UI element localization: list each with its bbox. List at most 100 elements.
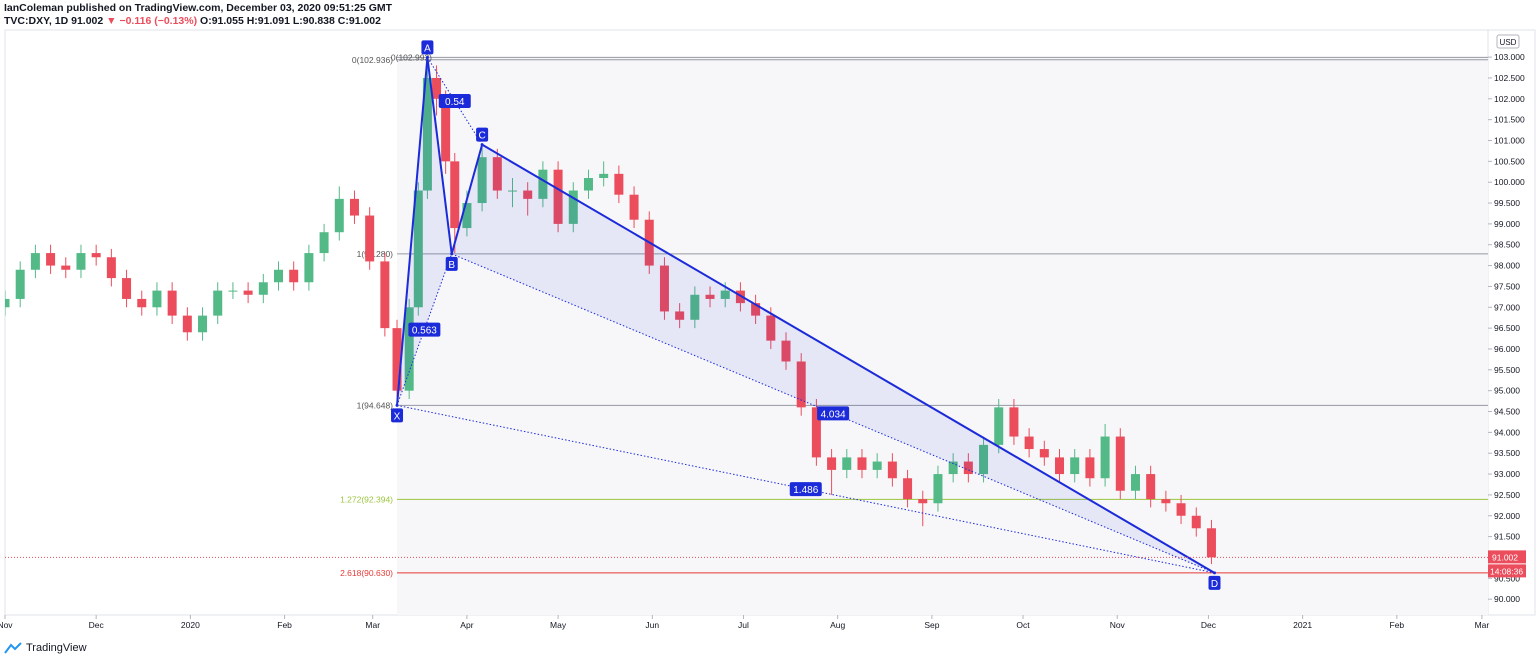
publisher-line: IanColeman published on TradingView.com,… [4,2,392,14]
watermark-sub: U.S. Dollar Currency Index [544,346,948,384]
countdown-label: 14:08:36 [1490,566,1523,576]
point-label: B [448,260,455,271]
x-tick-label: Mar [365,620,380,630]
candle-body [568,190,578,224]
plot-frame [4,29,1489,616]
pattern-point [1212,571,1216,575]
candle-body [349,198,359,216]
y-tick-label: 93.000 [1494,469,1520,479]
candle-body [450,161,460,229]
point-label: A [424,43,431,54]
candle-body [705,294,715,299]
pattern-ratio-line [451,253,1215,574]
candle-body [735,290,745,304]
price-axis [1487,29,1536,616]
candle-body [477,157,487,204]
fib-label: 1.272(92.394) [340,494,393,504]
candle-body [842,457,852,470]
brand: TradingView [26,642,87,654]
point-box [421,40,434,55]
candle-body [887,461,897,479]
x-tick-label: Nov [1110,620,1126,630]
pattern-point [480,143,484,147]
candle-body [274,269,284,283]
logo [4,642,22,654]
y-tick-label: 94.500 [1494,407,1520,417]
x-tick-label: Apr [460,620,473,630]
candle-body [198,315,208,333]
pattern-fill [397,57,452,406]
candle-body [213,290,223,316]
point-box [391,408,404,423]
point-label: D [1211,579,1218,590]
candle-body [1191,515,1201,529]
ratio-label: 0.54 [445,97,465,108]
symbol-line: TVC:DXY, 1D 91.002 ▼ −0.116 (−0.13%) O:9… [4,15,381,27]
candle-body [258,282,268,295]
y-tick-label: 97.500 [1494,281,1520,291]
candle-body [1009,407,1019,437]
y-tick-label: 98.000 [1494,261,1520,271]
ratio-box [408,322,441,337]
publisher: IanColeman published on TradingView.com,… [4,2,393,14]
y-tick-label: 99.500 [1494,198,1520,208]
y-tick-label: 96.500 [1494,323,1520,333]
candle-body [720,290,730,299]
y-tick-label: 93.500 [1494,448,1520,458]
candle-body [30,253,40,270]
candle-body [796,361,806,408]
x-tick-label: Feb [1390,620,1405,630]
pattern-point [450,252,454,256]
candle-body [76,253,86,270]
y-tick-label: 102.000 [1494,94,1525,104]
candle-body [751,303,761,316]
candle-body [872,461,882,470]
candle-body [137,298,147,308]
ratio-label: 4.034 [821,409,846,420]
y-tick-label: 95.500 [1494,365,1520,375]
candle-body [523,190,533,199]
ratio-label: 0.563 [412,326,437,337]
pattern-fill [451,144,1215,573]
fib-label: 1(98.280) [357,249,394,259]
x-tick-label: Mar [1475,620,1490,630]
x-tick-label: Nov [0,620,13,630]
candle-body [365,215,375,262]
x-tick-label: May [550,620,567,630]
pattern-ratio-line [426,57,483,145]
x-tick-label: Aug [830,620,845,630]
y-tick-label: 100.000 [1494,177,1525,187]
fib-label: 1(94.648) [357,400,394,410]
candle-body [1115,436,1125,491]
candle-body [1100,436,1110,479]
candle-body [91,253,101,258]
currency-label: USD [1500,38,1517,47]
candle-body [319,232,329,254]
candle-body [963,461,973,475]
y-tick-label: 90.000 [1494,594,1520,604]
candle-body [46,253,56,266]
candle-body [432,77,442,99]
fib-area [397,57,1488,615]
y-tick-label: 91.500 [1494,532,1520,542]
candle-body [228,290,238,292]
ratio-box [789,482,822,497]
candle-body [994,407,1004,445]
candle-body [462,203,472,229]
candle-body [1146,474,1156,500]
candle-body [553,169,563,224]
pattern-ratio-line [396,253,453,406]
x-tick-label: Oct [1016,620,1030,630]
candle-body [1206,528,1216,558]
y-tick-label: 92.000 [1494,511,1520,521]
y-tick-label: 95.000 [1494,386,1520,396]
y-tick-label: 92.500 [1494,490,1520,500]
candle-body [918,499,928,504]
point-label: X [394,411,401,422]
x-tick-label: Jun [645,620,659,630]
x-tick-label: 2020 [181,620,200,630]
candle-body [243,290,253,295]
candle-body [334,198,344,233]
